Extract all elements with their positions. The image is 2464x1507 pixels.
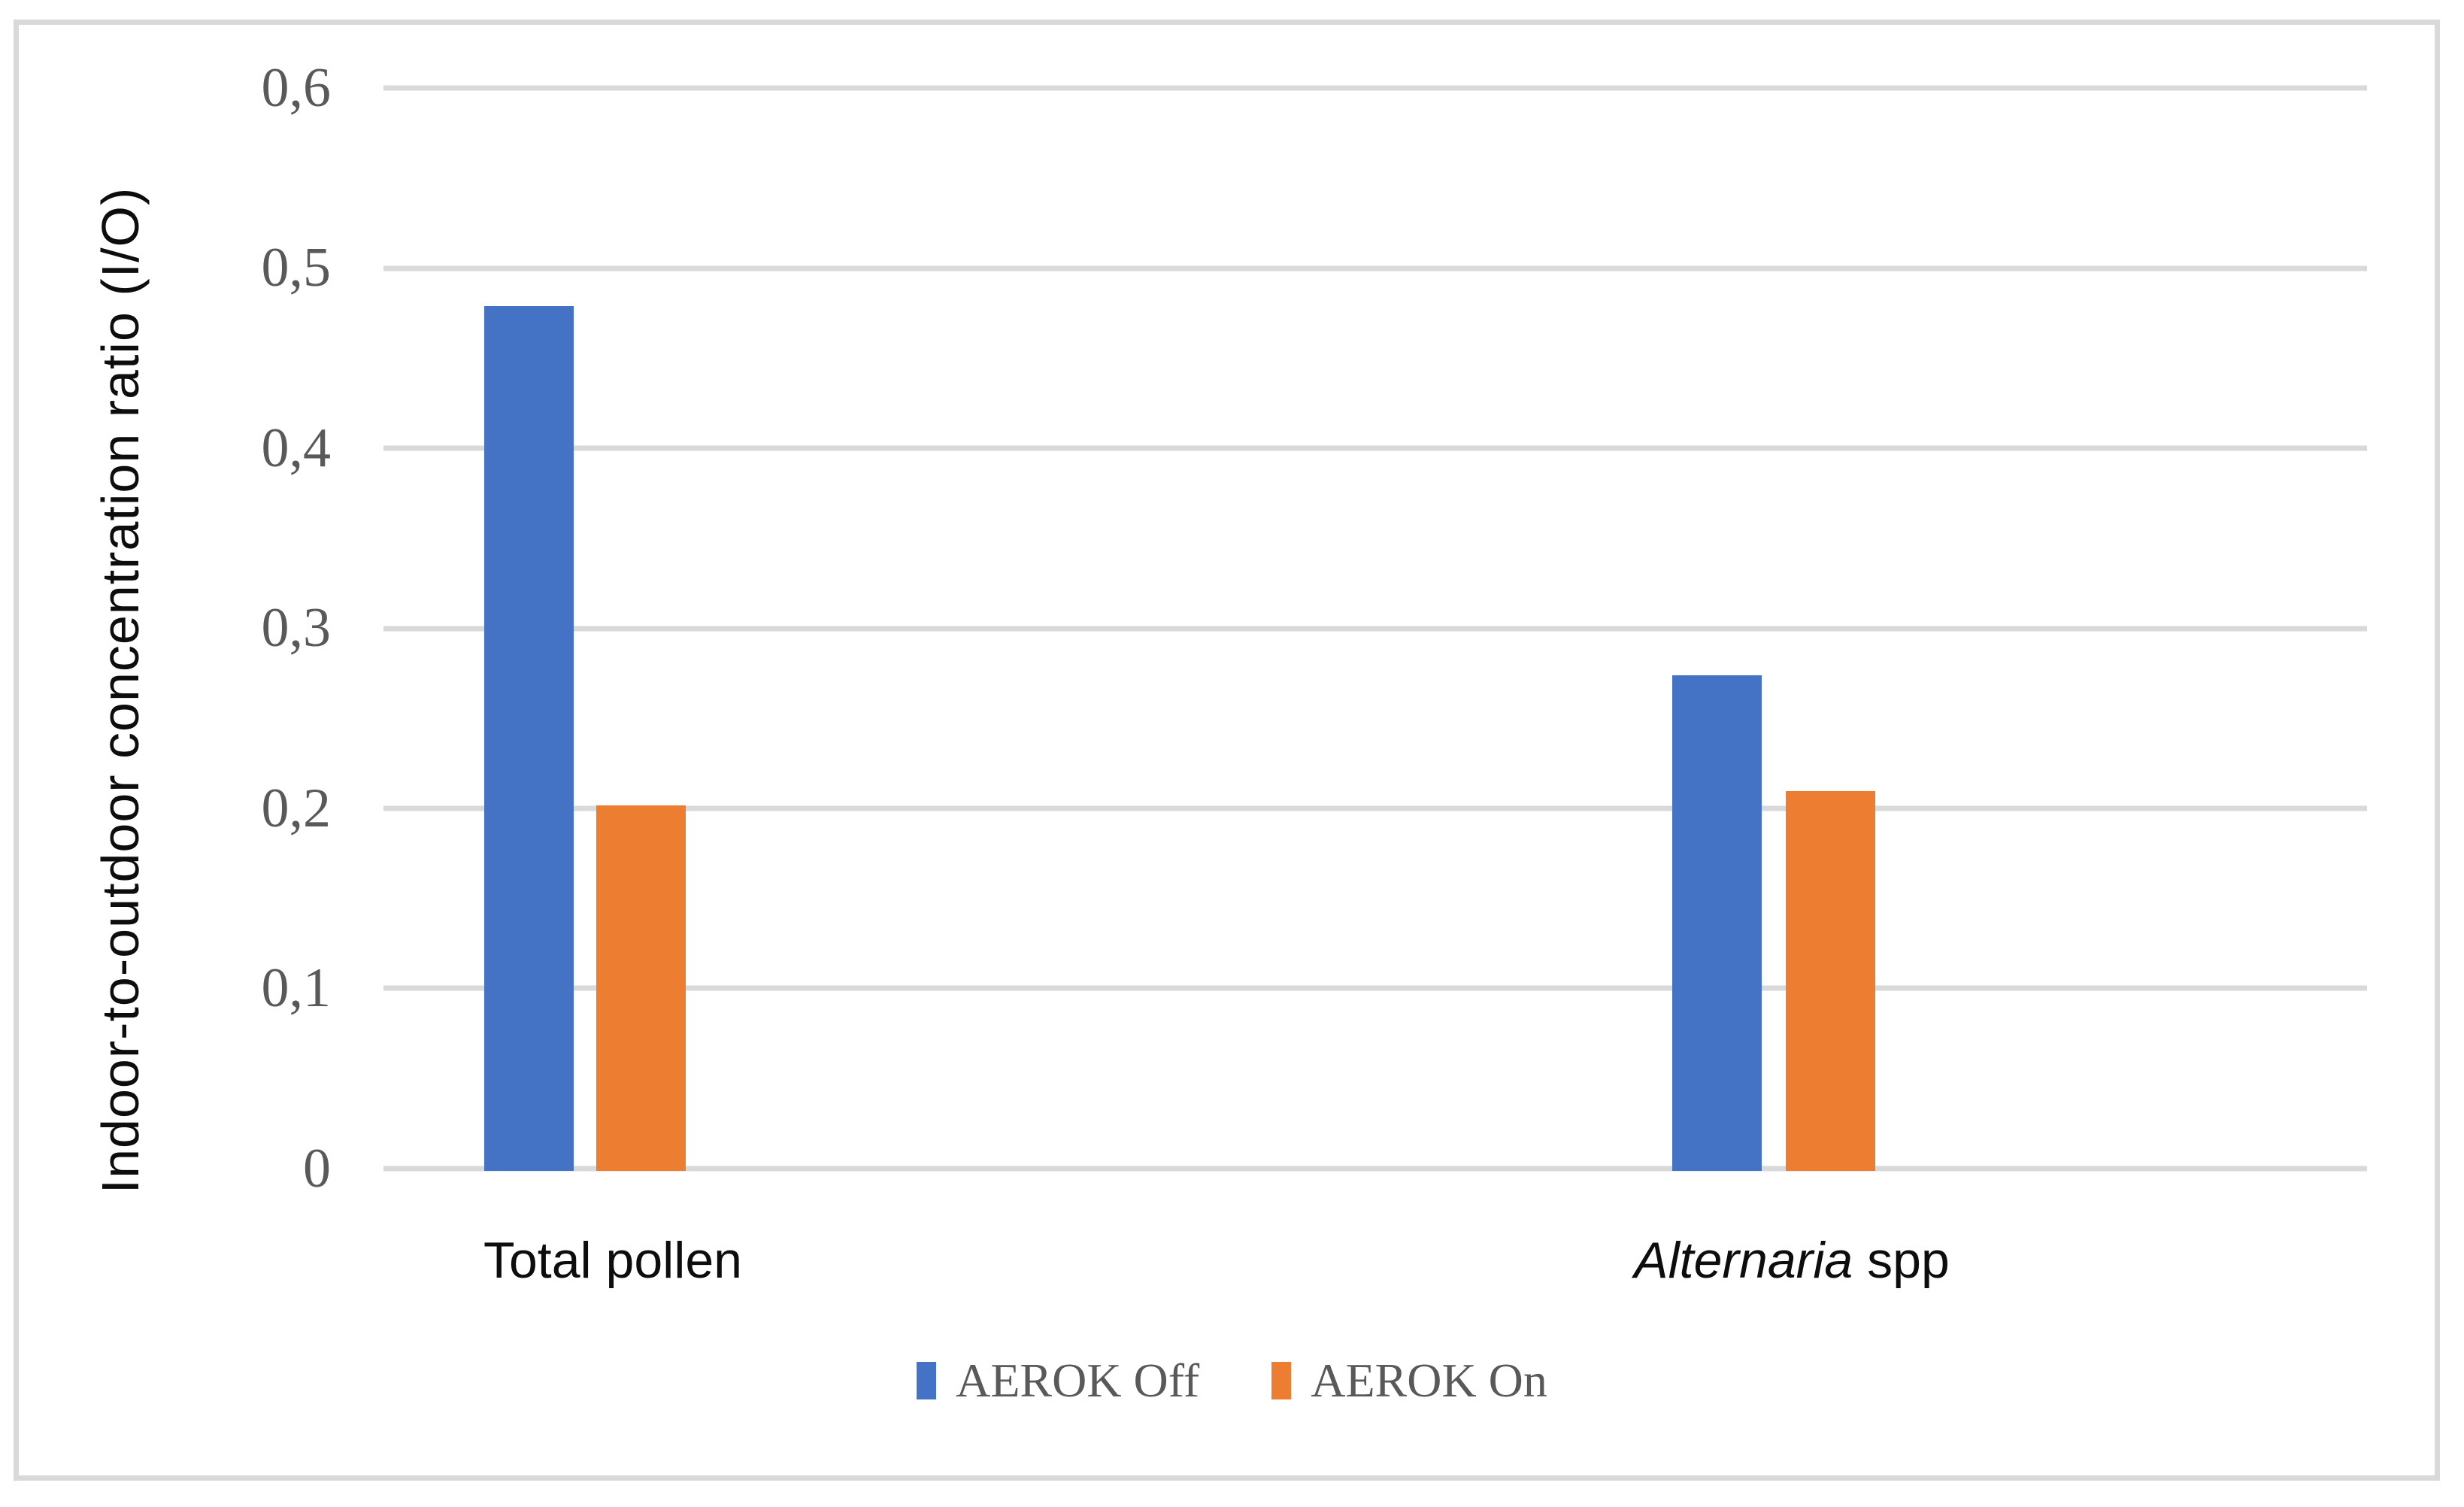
- legend-label: AEROK Off: [956, 1354, 1200, 1407]
- plot-area: [383, 85, 2367, 1172]
- bar-aerok-on-total-pollen: [596, 805, 686, 1171]
- chart-legend: AEROK Off AEROK On: [0, 1345, 2464, 1417]
- gridline: [383, 626, 2367, 631]
- y-tick-label: 0,6: [261, 57, 332, 119]
- gridline: [383, 85, 2367, 91]
- y-tick-label: 0,3: [261, 597, 332, 659]
- x-category-label-total-pollen: Total pollen: [274, 1224, 951, 1296]
- gridline: [383, 805, 2367, 811]
- category-plain-part: spp: [1853, 1232, 1950, 1289]
- y-tick-label: 0,1: [261, 957, 332, 1019]
- bar-aerok-on-alternaria: [1786, 790, 1875, 1171]
- y-tick-label: 0: [303, 1138, 331, 1199]
- bar-aerok-off-total-pollen: [484, 306, 574, 1171]
- x-category-label-alternaria-spp: Alternaria spp: [1453, 1224, 2130, 1296]
- y-tick-label: 0,5: [261, 237, 332, 299]
- gridline: [383, 1166, 2367, 1172]
- category-plain-part: Total pollen: [483, 1232, 743, 1289]
- y-tick-label: 0,4: [261, 417, 332, 479]
- legend-swatch-aerok-off: [917, 1362, 937, 1399]
- legend-label: AEROK On: [1311, 1354, 1547, 1407]
- gridline: [383, 445, 2367, 451]
- y-tick-label: 0,2: [261, 778, 332, 839]
- gridline: [383, 985, 2367, 991]
- gridline: [383, 265, 2367, 271]
- legend-item-aerok-off: AEROK Off: [917, 1353, 1199, 1408]
- legend-item-aerok-on: AEROK On: [1271, 1353, 1547, 1408]
- chart-outer-border: [14, 20, 2440, 1481]
- category-italic-part: Alternaria: [1634, 1232, 1853, 1289]
- legend-swatch-aerok-on: [1271, 1362, 1292, 1399]
- bar-aerok-off-alternaria: [1672, 675, 1762, 1171]
